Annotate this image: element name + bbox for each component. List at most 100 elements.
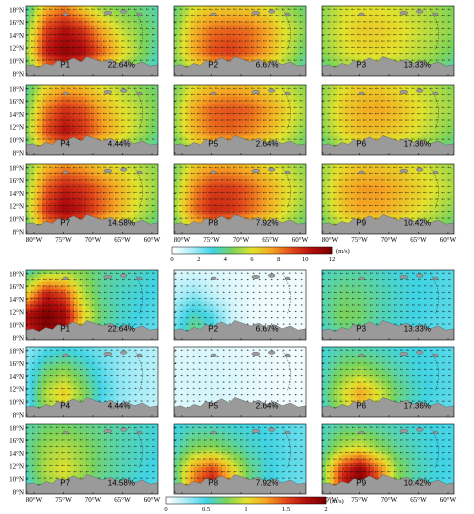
field-cell [98, 48, 103, 53]
field-cell [266, 37, 271, 42]
wind-arrowhead [37, 106, 39, 109]
wind-arrowhead [174, 21, 175, 23]
field-cell [174, 48, 179, 53]
wind-arrowhead [287, 33, 289, 36]
field-cell [98, 108, 103, 113]
field-cell [146, 123, 151, 129]
field-cell [198, 139, 203, 144]
field-cell [38, 123, 43, 129]
field-cell [354, 21, 359, 26]
field-cell [222, 13, 227, 18]
field-cell [226, 88, 231, 94]
field-cell [354, 33, 359, 38]
wind-arrowhead [363, 21, 365, 23]
field-cell [90, 33, 95, 38]
wind-arrowhead [369, 27, 371, 29]
field-cell [246, 123, 251, 129]
field-cell [450, 13, 454, 18]
field-cell [46, 135, 51, 140]
field-cell [30, 48, 35, 53]
field-cell [142, 139, 147, 144]
field-cell [146, 85, 151, 90]
field-cell [434, 25, 439, 30]
field-cell [222, 9, 227, 15]
wind-arrowhead [103, 21, 105, 23]
field-cell [94, 44, 99, 50]
field-cell [154, 116, 158, 121]
field-cell [226, 123, 231, 129]
field-cell [62, 25, 67, 30]
field-cell [142, 88, 147, 94]
wind-arrowhead [333, 33, 335, 36]
field-cell [210, 41, 215, 46]
wind-arrowhead [133, 125, 135, 128]
field-cell [70, 123, 75, 129]
field-cell [74, 116, 79, 121]
field-cell [154, 56, 158, 61]
field-cell [106, 29, 111, 34]
wind-arrowhead [78, 46, 80, 49]
field-cell [374, 37, 379, 42]
field-cell [202, 41, 207, 46]
wind-arrowhead [103, 131, 105, 134]
field-cell [118, 92, 123, 97]
field-cell [198, 48, 203, 53]
field-cell [362, 29, 367, 34]
field-cell [142, 108, 147, 113]
field-cell [50, 21, 55, 26]
field-cell [126, 41, 131, 46]
wind-arrowhead [191, 52, 193, 55]
field-cell [446, 37, 451, 42]
field-cell [150, 29, 155, 34]
field-cell [418, 33, 423, 38]
field-cell [54, 131, 59, 136]
field-cell [54, 127, 59, 132]
field-cell [338, 56, 343, 61]
field-cell [110, 116, 115, 121]
field-cell [178, 96, 183, 101]
wind-arrowhead [269, 59, 271, 61]
field-cell [90, 9, 95, 15]
field-cell [190, 6, 195, 11]
field-cell [366, 6, 371, 11]
field-cell [58, 116, 63, 121]
wind-arrowhead [152, 53, 154, 55]
field-cell [90, 100, 95, 105]
field-cell [182, 52, 187, 57]
field-cell [246, 9, 251, 15]
field-cell [278, 120, 283, 125]
field-cell [434, 21, 439, 26]
field-cell [430, 37, 435, 42]
wind-arrowhead [37, 87, 39, 90]
wind-arrowhead [275, 46, 277, 49]
field-cell [46, 104, 51, 109]
field-cell [210, 100, 215, 105]
field-cell [222, 56, 227, 61]
field-cell [38, 112, 43, 117]
wind-arrowhead [121, 106, 123, 109]
field-cell [262, 41, 267, 46]
wind-arrowhead [127, 8, 130, 10]
field-cell [322, 25, 327, 30]
field-cell [366, 41, 371, 46]
wind-arrowhead [275, 27, 277, 29]
wind-arrowhead [393, 21, 395, 23]
field-cell [58, 41, 63, 46]
wind-arrowhead [96, 125, 99, 127]
wind-arrowhead [48, 21, 50, 23]
field-cell [146, 92, 151, 97]
field-cell [358, 41, 363, 46]
field-cell [90, 120, 95, 125]
wind-arrowhead [60, 106, 62, 108]
field-cell [82, 41, 87, 46]
field-cell [414, 25, 419, 30]
field-cell [54, 100, 59, 105]
field-cell [330, 33, 335, 38]
wind-arrowhead [441, 46, 443, 49]
field-cell [378, 44, 383, 50]
field-cell [134, 52, 139, 57]
wind-arrowhead [333, 27, 335, 30]
field-cell [262, 44, 267, 50]
wind-arrowhead [109, 33, 111, 36]
field-cell [410, 33, 415, 38]
